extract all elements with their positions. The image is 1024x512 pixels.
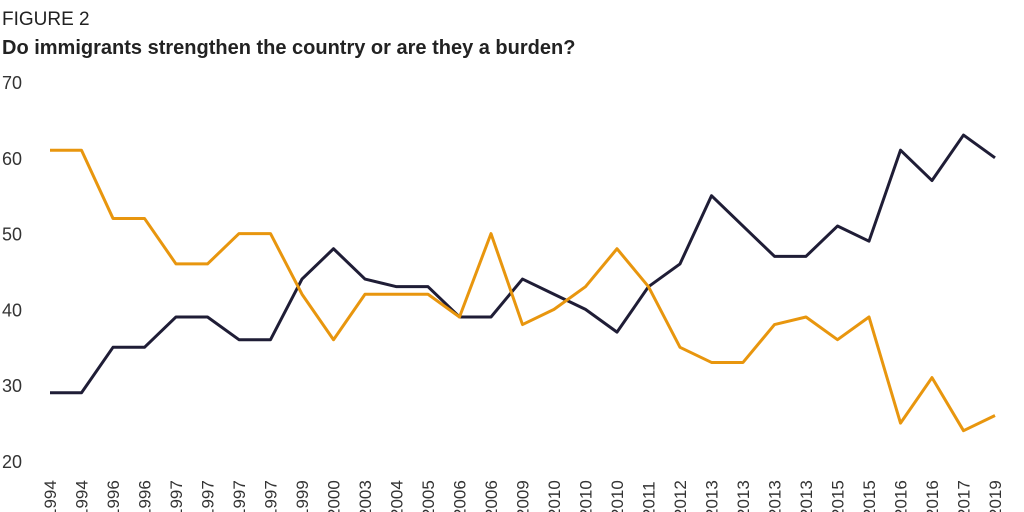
x-tick-label: 2012 [671,480,690,512]
x-tick-label: 2015 [860,480,879,512]
x-tick-label: 2013 [797,480,816,512]
x-tick-label: 2006 [482,480,501,512]
x-tick-label: 2000 [325,480,344,512]
x-tick-label: 1996 [104,480,123,512]
chart-title: Do immigrants strengthen the country or … [2,37,575,59]
x-tick-label: 1997 [199,480,218,512]
x-tick-label: 2011 [640,481,659,512]
x-tick-label: 2005 [419,480,438,512]
y-tick-label: 40 [2,300,22,320]
x-tick-label: 1997 [230,480,249,512]
x-tick-label: 2015 [829,480,848,512]
x-tick-label: 2017 [955,480,974,512]
x-tick-label: 1994 [41,480,60,512]
x-tick-label: 1996 [136,480,155,512]
x-tick-label: 1997 [262,480,281,512]
x-tick-label: 1997 [167,480,186,512]
x-tick-label: 2013 [703,480,722,512]
y-tick-label: 60 [2,149,22,169]
x-tick-label: 2006 [451,480,470,512]
figure-label: FIGURE 2 [2,9,90,30]
y-tick-label: 20 [2,452,22,472]
x-tick-label: 1994 [73,480,92,512]
x-tick-label: 2010 [545,480,564,512]
x-tick-label: 1999 [293,480,312,512]
x-tick-label: 2013 [766,480,785,512]
y-tick-label: 70 [2,73,22,93]
y-tick-label: 50 [2,225,22,245]
x-tick-label: 2004 [388,480,407,512]
x-tick-label: 2016 [892,480,911,512]
x-tick-label: 2016 [923,480,942,512]
y-tick-label: 30 [2,376,22,396]
x-tick-label: 2010 [577,480,596,512]
series-line [50,133,996,395]
series-line [50,148,996,433]
x-tick-label: 2013 [734,480,753,512]
x-tick-label: 2003 [356,480,375,512]
x-tick-label: 2009 [514,480,533,512]
x-tick-label: 2019 [986,480,1005,512]
x-tick-label: 2010 [608,480,627,512]
